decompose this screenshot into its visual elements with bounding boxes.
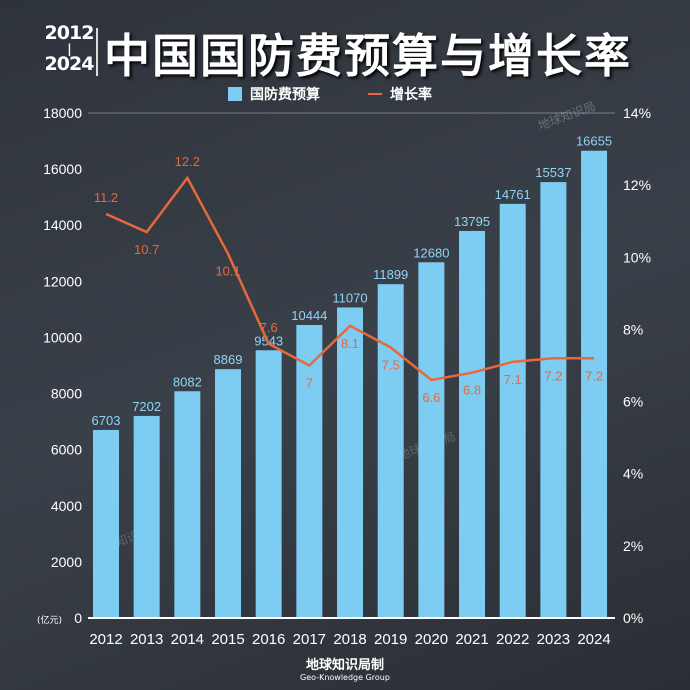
growth-rate-label: 7: [306, 376, 313, 391]
bar: [174, 391, 201, 618]
year-separator: |: [67, 42, 71, 56]
footer-credit-en: Geo-Knowledge Group: [300, 673, 390, 682]
bar: [133, 415, 160, 618]
bar: [581, 150, 608, 618]
x-tick-label: 2018: [333, 631, 366, 648]
bar-value-label: 6703: [92, 413, 121, 428]
x-tick-label: 2024: [577, 631, 610, 648]
left-tick-label: 16000: [43, 161, 82, 177]
bar: [377, 284, 404, 618]
year-end: 2024: [44, 53, 95, 75]
bar: [215, 369, 242, 618]
right-tick-label: 0%: [623, 610, 643, 626]
x-tick-label: 2020: [415, 631, 448, 648]
growth-rate-label: 10.1: [215, 264, 240, 279]
legend-line-swatch: [368, 93, 382, 95]
bar-value-label: 10444: [291, 308, 327, 323]
right-tick-label: 6%: [623, 394, 643, 410]
bar-value-label: 8869: [214, 352, 243, 367]
growth-rate-label: 8.1: [341, 336, 359, 351]
left-tick-label: 8000: [51, 386, 82, 402]
bar: [540, 182, 567, 618]
x-tick-label: 2012: [89, 631, 122, 648]
left-tick-label: 0: [74, 610, 82, 626]
bar: [296, 324, 323, 618]
bar-value-label: 16655: [576, 134, 612, 149]
x-tick-label: 2021: [455, 631, 488, 648]
footer: 地球知识局制 Geo-Knowledge Group: [0, 654, 690, 682]
chart-title: 中国国防费预算与增长率: [104, 29, 632, 83]
x-tick-label: 2023: [537, 631, 570, 648]
bar: [418, 262, 445, 618]
bar: [255, 350, 282, 618]
bar: [459, 230, 486, 618]
bar-value-label: 9543: [254, 333, 283, 348]
footer-credit: 地球知识局制: [305, 658, 384, 673]
x-tick-label: 2016: [252, 631, 285, 648]
bar: [499, 203, 526, 618]
left-tick-label: 2000: [51, 554, 82, 570]
x-tick-label: 2014: [171, 631, 204, 648]
growth-rate-line: [105, 175, 595, 382]
left-tick-label: 12000: [43, 273, 82, 289]
bar-value-label: 8082: [173, 374, 202, 389]
bar-value-label: 14761: [495, 187, 531, 202]
bar-value-label: 13795: [454, 214, 490, 229]
bar-value-label: 7202: [132, 399, 161, 414]
bar-value-label: 11899: [373, 267, 408, 282]
growth-rate-label: 10.7: [134, 242, 159, 257]
bar-value-label: 12680: [413, 245, 449, 260]
growth-rate-label: 7.1: [504, 372, 522, 387]
legend-bar-swatch: [228, 87, 242, 101]
title-divider: [96, 28, 98, 76]
x-tick-label: 2019: [374, 631, 407, 648]
right-tick-label: 10%: [623, 249, 651, 265]
growth-rate-label: 6.6: [422, 390, 440, 405]
growth-rate-label: 6.8: [463, 383, 481, 398]
left-tick-label: 6000: [51, 442, 82, 458]
x-tick-label: 2017: [293, 631, 326, 648]
watermark: 地球知识局: [536, 99, 597, 133]
right-tick-label: 4%: [623, 466, 643, 482]
left-axis-unit: (亿元): [37, 614, 62, 626]
growth-rate-label: 7.2: [585, 368, 603, 383]
year-range: 2012 | 2024: [40, 24, 98, 74]
growth-rate-label: 11.2: [94, 190, 118, 205]
legend: 国防费预算 增长率: [228, 84, 432, 104]
left-tick-label: 18000: [43, 105, 82, 121]
right-tick-label: 12%: [623, 177, 651, 193]
left-tick-label: 10000: [43, 329, 82, 345]
growth-rate-label: 7.2: [544, 368, 562, 383]
growth-rate-label: 12.2: [175, 154, 200, 169]
x-tick-label: 2022: [496, 631, 529, 648]
left-tick-label: 4000: [51, 498, 82, 514]
x-tick-label: 2013: [130, 631, 163, 648]
bar-value-label: 11070: [332, 290, 367, 305]
year-start: 2012: [44, 22, 95, 44]
right-tick-label: 2%: [623, 538, 643, 554]
x-tick-label: 2015: [211, 631, 244, 648]
legend-bar-label: 国防费预算: [250, 87, 320, 103]
growth-rate-label: 7.6: [260, 320, 278, 335]
right-tick-label: 14%: [623, 105, 651, 121]
legend-line-label: 增长率: [390, 87, 432, 103]
bar: [93, 429, 119, 618]
bar: [337, 307, 364, 618]
growth-rate-label: 7.5: [382, 357, 400, 372]
left-tick-label: 14000: [43, 217, 82, 233]
right-tick-label: 8%: [623, 321, 643, 337]
bar-value-label: 15537: [535, 165, 571, 180]
